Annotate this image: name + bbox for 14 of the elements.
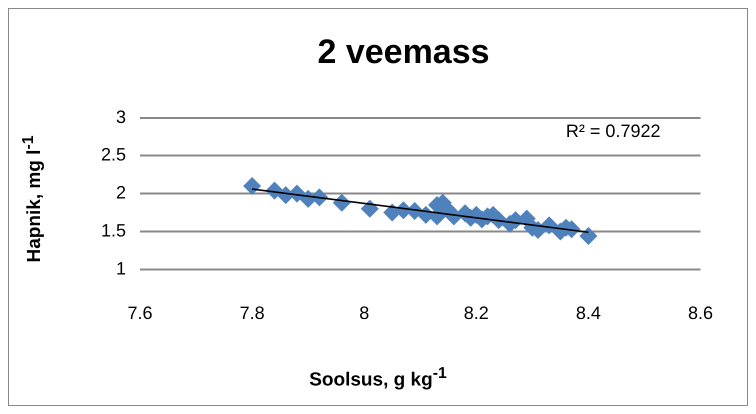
x-tick-label: 7.6 — [128, 303, 153, 324]
x-tick-label: 7.8 — [240, 303, 265, 324]
y-tick-label: 2 — [116, 182, 126, 203]
x-axis-title: Soolsus, g kg$^{-1}$ — [308, 365, 448, 392]
x-tick-label: 8.6 — [688, 303, 714, 324]
x-tick-label: 8.2 — [464, 303, 489, 324]
chart-title: 2 veemass — [317, 32, 490, 71]
x-tick-label: 8 — [359, 303, 370, 324]
annotation: R² = 0.7922 — [566, 120, 660, 141]
x-tick-label: 8.4 — [576, 303, 601, 324]
y-tick-label: 1.5 — [100, 220, 126, 240]
y-tick-label: 3 — [116, 106, 126, 127]
y-tick-label: 1 — [116, 258, 126, 278]
y-tick-label: 2.5 — [100, 144, 126, 165]
